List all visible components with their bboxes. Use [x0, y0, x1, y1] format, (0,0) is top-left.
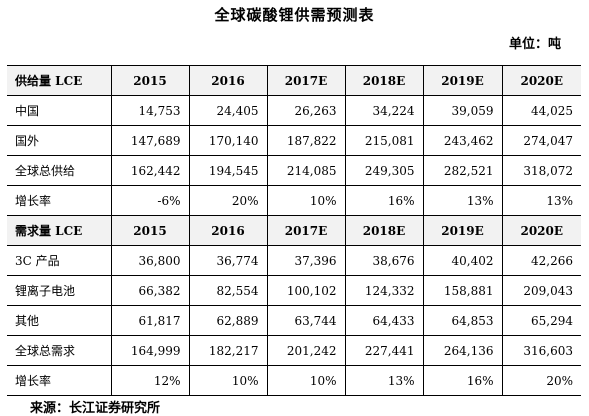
cell-value: 82,554 — [188, 275, 267, 306]
row-label: 全球总供给 — [7, 155, 111, 186]
year-header: 2020E — [501, 65, 581, 96]
year-header: 2016 — [188, 65, 267, 96]
cell-value: 170,140 — [188, 125, 267, 156]
table-row: 增长率 -6% 20% 10% 16% 13% 13% — [7, 185, 581, 216]
cell-value: 16% — [422, 365, 502, 396]
table-row: 3C 产品 36,800 36,774 37,396 38,676 40,402 42,26… — [7, 245, 581, 276]
supply-demand-table: 供给量 LCE 2015 2016 2017E 2018E 2019E 2020E 中国 14,… — [7, 65, 581, 396]
cell-value: 147,689 — [110, 125, 189, 156]
cell-value: 42,266 — [501, 245, 581, 276]
year-header: 2019E — [422, 215, 502, 246]
cell-value: 164,999 — [110, 335, 189, 366]
cell-value: 243,462 — [422, 125, 502, 156]
cell-value: 100,102 — [266, 275, 345, 306]
cell-value: 182,217 — [188, 335, 267, 366]
cell-value: 227,441 — [344, 335, 423, 366]
cell-value: 64,433 — [344, 305, 423, 336]
cell-value: 38,676 — [344, 245, 423, 276]
cell-value: 162,442 — [110, 155, 189, 186]
cell-value: 36,774 — [188, 245, 267, 276]
row-label: 其他 — [7, 305, 111, 336]
cell-value: 201,242 — [266, 335, 345, 366]
cell-value: 13% — [501, 185, 581, 216]
cell-value: 39,059 — [422, 95, 502, 126]
table-row: 中国 14,753 24,405 26,263 34,224 39,059 44,025 — [7, 95, 581, 126]
cell-value: 158,881 — [422, 275, 502, 306]
cell-value: 16% — [344, 185, 423, 216]
row-label: 全球总需求 — [7, 335, 111, 366]
cell-value: 65,294 — [501, 305, 581, 336]
cell-value: 37,396 — [266, 245, 345, 276]
demand-header-row: 需求量 LCE 2015 2016 2017E 2018E 2019E 2020E — [7, 215, 581, 246]
source-note: 来源：长江证券研究所 — [30, 401, 161, 416]
year-header: 2019E — [422, 65, 502, 96]
demand-header-label: 需求量 LCE — [7, 215, 111, 246]
cell-value: -6% — [110, 185, 189, 216]
cell-value: 264,136 — [422, 335, 502, 366]
row-label: 增长率 — [7, 185, 111, 216]
cell-value: 44,025 — [501, 95, 581, 126]
cell-value: 13% — [422, 185, 502, 216]
row-label: 中国 — [7, 95, 111, 126]
cell-value: 214,085 — [266, 155, 345, 186]
unit-label: 单位：吨 — [508, 37, 561, 52]
cell-value: 63,744 — [266, 305, 345, 336]
cell-value: 40,402 — [422, 245, 502, 276]
cell-value: 13% — [344, 365, 423, 396]
cell-value: 249,305 — [344, 155, 423, 186]
table-row: 锂离子电池 66,382 82,554 100,102 124,332 158,881 20… — [7, 275, 581, 306]
cell-value: 20% — [501, 365, 581, 396]
cell-value: 187,822 — [266, 125, 345, 156]
table-row: 国外 147,689 170,140 187,822 215,081 243,462 274… — [7, 125, 581, 156]
table-row: 全球总需求 164,999 182,217 201,242 227,441 264,136… — [7, 335, 581, 366]
cell-value: 26,263 — [266, 95, 345, 126]
row-label: 增长率 — [7, 365, 111, 396]
cell-value: 14,753 — [110, 95, 189, 126]
cell-value: 36,800 — [110, 245, 189, 276]
year-header: 2017E — [266, 65, 345, 96]
table-row: 其他 61,817 62,889 63,744 64,433 64,853 65,294 — [7, 305, 581, 336]
row-label: 3C 产品 — [7, 245, 111, 276]
year-header: 2015 — [110, 65, 189, 96]
table-row: 增长率 12% 10% 10% 13% 16% 20% — [7, 365, 581, 396]
row-label: 锂离子电池 — [7, 275, 111, 306]
cell-value: 194,545 — [188, 155, 267, 186]
cell-value: 274,047 — [501, 125, 581, 156]
cell-value: 215,081 — [344, 125, 423, 156]
table-title: 全球碳酸锂供需预测表 — [214, 6, 375, 24]
cell-value: 282,521 — [422, 155, 502, 186]
row-label: 国外 — [7, 125, 111, 156]
cell-value: 34,224 — [344, 95, 423, 126]
cell-value: 318,072 — [501, 155, 581, 186]
cell-value: 316,603 — [501, 335, 581, 366]
cell-value: 124,332 — [344, 275, 423, 306]
supply-header-row: 供给量 LCE 2015 2016 2017E 2018E 2019E 2020E — [7, 65, 581, 96]
cell-value: 10% — [266, 185, 345, 216]
supply-header-label: 供给量 LCE — [7, 65, 111, 96]
year-header: 2015 — [110, 215, 189, 246]
year-header: 2016 — [188, 215, 267, 246]
cell-value: 209,043 — [501, 275, 581, 306]
year-header: 2020E — [501, 215, 581, 246]
cell-value: 62,889 — [188, 305, 267, 336]
cell-value: 66,382 — [110, 275, 189, 306]
year-header: 2018E — [344, 215, 423, 246]
cell-value: 20% — [188, 185, 267, 216]
cell-value: 64,853 — [422, 305, 502, 336]
year-header: 2018E — [344, 65, 423, 96]
cell-value: 24,405 — [188, 95, 267, 126]
table-row: 全球总供给 162,442 194,545 214,085 249,305 282,521… — [7, 155, 581, 186]
cell-value: 61,817 — [110, 305, 189, 336]
cell-value: 12% — [110, 365, 189, 396]
cell-value: 10% — [188, 365, 267, 396]
cell-value: 10% — [266, 365, 345, 396]
year-header: 2017E — [266, 215, 345, 246]
